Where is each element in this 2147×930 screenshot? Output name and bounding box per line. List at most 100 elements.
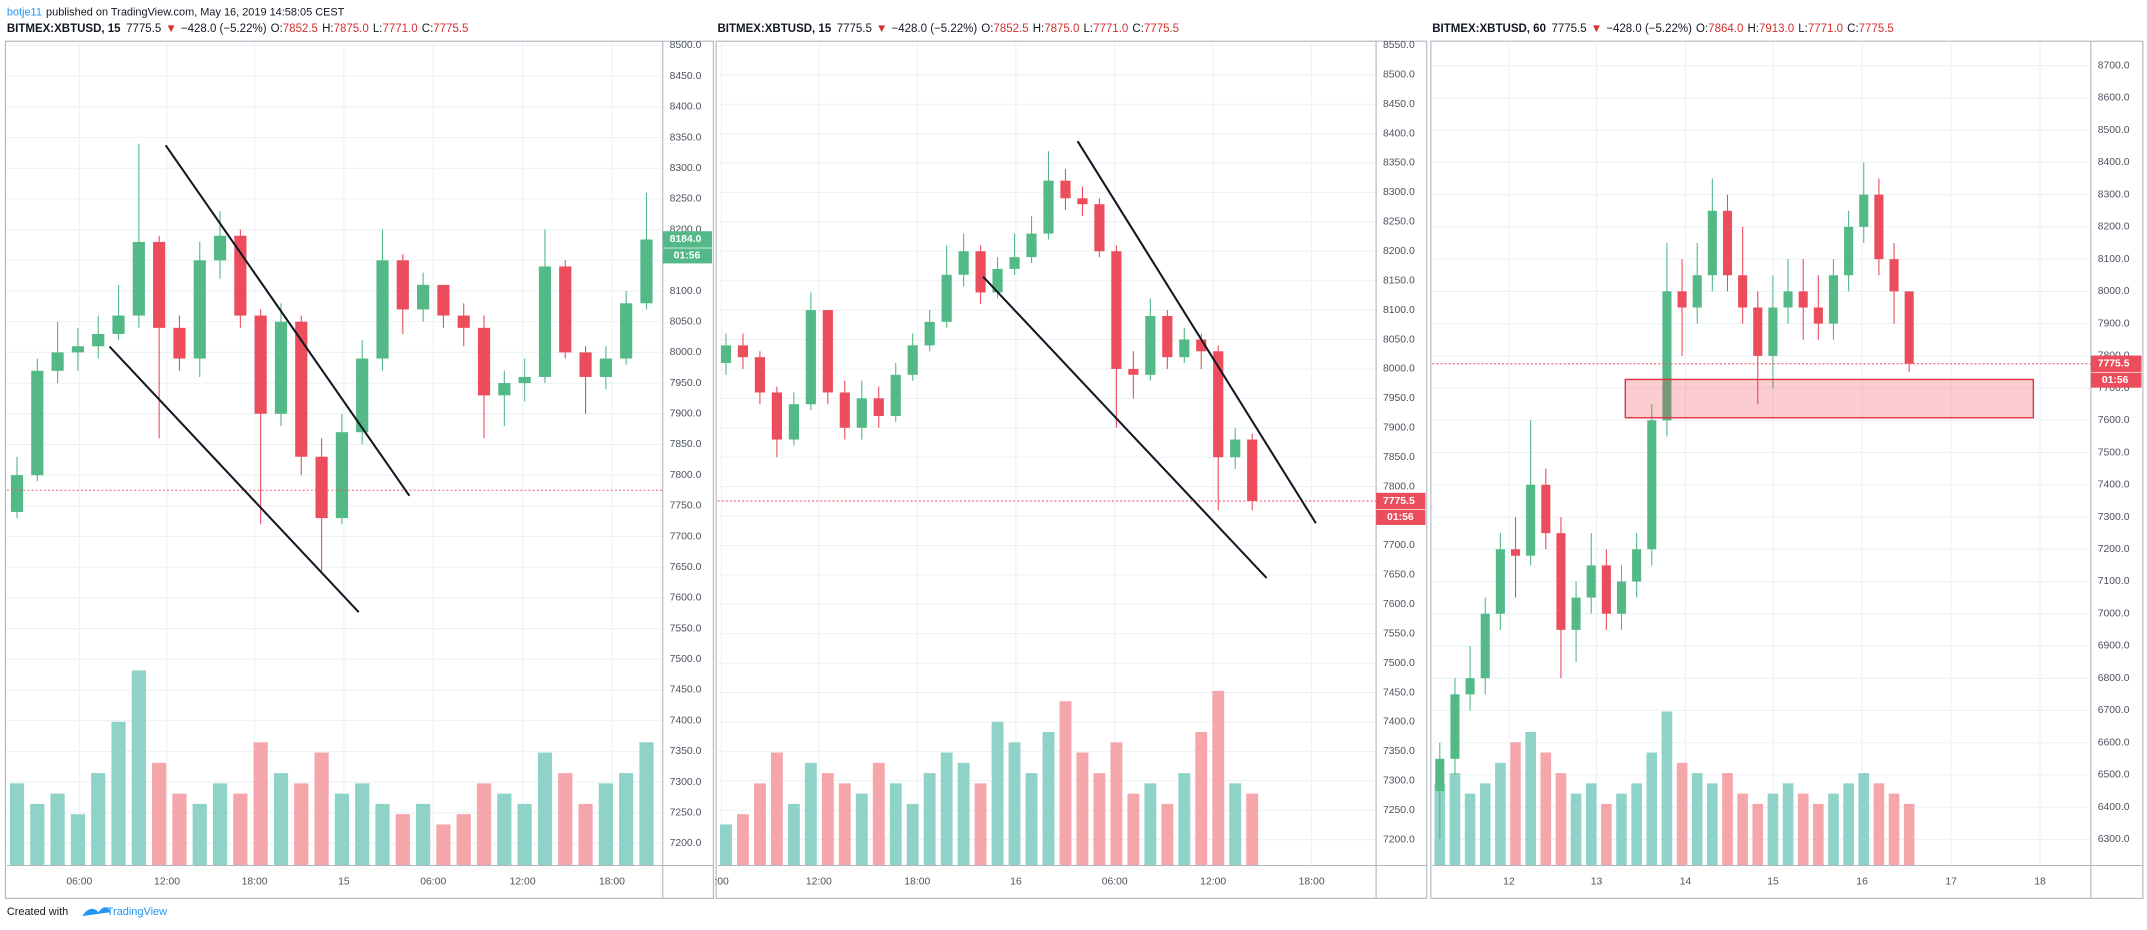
ohlc-key: O: [981, 23, 993, 35]
y-tick-label: 7950.0 [1383, 393, 1415, 404]
volume-bar [436, 824, 451, 866]
volume-bar [753, 783, 766, 866]
y-tick-label: 8500.0 [1383, 70, 1415, 81]
y-tick-label: 6600.0 [2098, 737, 2130, 748]
candle-body [1813, 307, 1823, 324]
candle-body [1753, 307, 1763, 356]
tv-logo[interactable]: TradingView [82, 906, 167, 918]
candle-body [376, 260, 389, 359]
candle-body [1586, 565, 1596, 598]
volume-bar [787, 803, 800, 866]
volume-bar [1212, 690, 1225, 866]
candle-body [1859, 194, 1869, 227]
y-tick-label: 7500.0 [670, 654, 702, 665]
x-tick-label: 18:00 [242, 877, 268, 888]
candle-body [1844, 226, 1854, 276]
y-tick-label: 8400.0 [1383, 128, 1415, 139]
candle-body [193, 260, 206, 359]
direction-arrow: ▼ [876, 23, 887, 35]
y-tick-label: 7100.0 [2098, 576, 2130, 587]
trend-line [108, 345, 360, 613]
candle-body [1828, 275, 1839, 324]
x-tick-label: 16 [1010, 877, 1022, 888]
candle-body [1077, 198, 1088, 205]
y-tick-label: 8200.0 [670, 224, 702, 235]
y-tick-label: 7450.0 [670, 685, 702, 696]
volume-bar [1570, 793, 1582, 866]
y-tick-label: 8100.0 [1383, 305, 1415, 316]
candle-body [213, 235, 227, 261]
x-tick-label: 18 [2034, 877, 2046, 888]
candle-body [1738, 275, 1748, 308]
y-tick-label: 7500.0 [2098, 447, 2130, 458]
volume-bar [1510, 742, 1521, 866]
candle-body [1768, 307, 1778, 356]
candle-body [1111, 251, 1122, 369]
footer-brand[interactable]: TradingView [107, 906, 167, 918]
header: botje11 published on TradingView.com, May… [7, 6, 345, 18]
price-tag-label: 7775.5 [2098, 358, 2130, 369]
volume-bar [476, 783, 492, 866]
y-tick-label: 8100.0 [670, 286, 702, 297]
y-tick-label: 8250.0 [1383, 217, 1415, 228]
y-tick-label: 8200.0 [2098, 222, 2130, 233]
y-tick-label: 8200.0 [1383, 246, 1415, 257]
y-tick-label: 7600.0 [1383, 599, 1415, 610]
candle-body [754, 357, 766, 393]
volume-bar [957, 762, 970, 866]
volume-bar [1873, 783, 1885, 866]
volume-bar [558, 773, 573, 866]
candle-body [1510, 549, 1521, 556]
ohlc-value: 7771.0 [1093, 23, 1128, 35]
candle-body [1677, 291, 1687, 308]
candle-body [477, 327, 491, 396]
y-tick-label: 6800.0 [2098, 673, 2130, 684]
y-tick-label: 7850.0 [1383, 452, 1415, 463]
candle-body [992, 268, 1003, 293]
candle-body [1571, 597, 1581, 630]
volume-bar [30, 803, 45, 866]
y-tick-label: 7650.0 [1383, 570, 1415, 581]
x-tick-label: 15 [338, 877, 350, 888]
volume-bar [456, 814, 471, 866]
x-tick-label: 13 [1591, 877, 1603, 888]
volume-bar [1601, 803, 1612, 866]
candle-body [1247, 439, 1258, 502]
ohlc-value: 7852.5 [283, 23, 318, 35]
volume-bar [770, 752, 783, 866]
candle-body [1230, 439, 1241, 458]
volume-bar [314, 752, 329, 866]
x-tick-label: 12:00 [154, 877, 180, 888]
panel-frame [1430, 40, 2144, 899]
volume-bar [1195, 732, 1208, 866]
y-tick-label: 7350.0 [670, 746, 702, 757]
volume-bar [1903, 803, 1915, 866]
y-tick-label: 7500.0 [1383, 658, 1415, 669]
candle-body [1798, 291, 1808, 308]
volume-bar [578, 803, 593, 866]
volume-bar [1828, 793, 1839, 866]
candle-body [1889, 259, 1899, 292]
volume-bar [1707, 783, 1718, 866]
volume-bar [619, 773, 634, 866]
countdown-tag [1376, 509, 1426, 525]
volume-bar [9, 783, 25, 866]
candle-body [620, 303, 633, 359]
volume-bar [50, 793, 65, 866]
countdown-tag [662, 248, 713, 264]
candle-body [1662, 291, 1672, 421]
candle-body [396, 260, 409, 310]
y-tick-label: 8500.0 [2098, 125, 2130, 136]
volume-bar [1752, 803, 1764, 866]
x-tick-label: 06:00 [66, 877, 92, 888]
y-tick-label: 8550.0 [1383, 40, 1415, 51]
author[interactable]: botje11 [7, 6, 42, 18]
countdown-label: 01:56 [674, 251, 701, 262]
volume-bar [804, 762, 817, 866]
candle-body [873, 398, 884, 417]
volume-bar [91, 773, 106, 866]
y-tick-label: 6500.0 [2098, 770, 2130, 781]
volume-bar [395, 814, 410, 866]
plot [717, 41, 1377, 866]
volume-bar [1676, 762, 1688, 866]
